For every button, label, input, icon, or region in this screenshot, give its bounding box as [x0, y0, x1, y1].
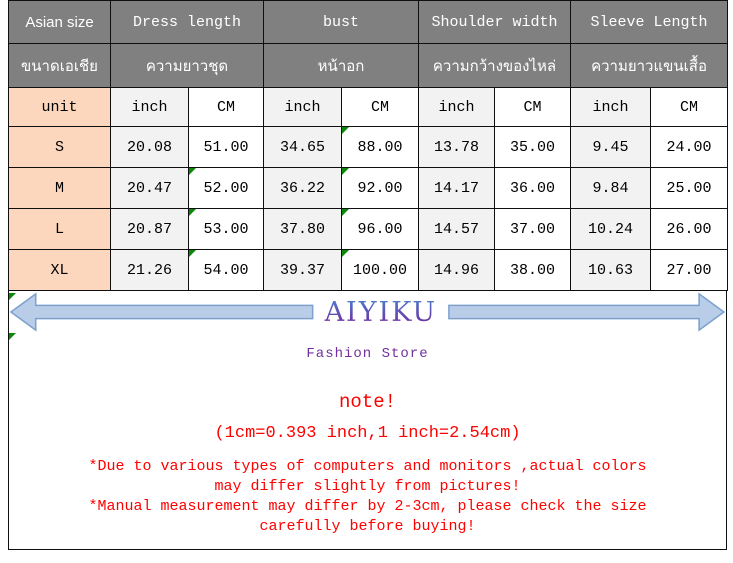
note-line: *Due to various types of computers and m…: [88, 458, 647, 475]
cell-m-shoulder-inch: 14.17: [418, 167, 496, 209]
table-row-s: S 20.08 51.00 34.65 88.00 13.78 35.00 9.…: [8, 126, 729, 168]
cell-m-sleeve-cm: 25.00: [650, 167, 729, 209]
header-thai-shoulder-width: ความกว้างของไหล่: [418, 43, 572, 88]
note-line: *Manual measurement may differ by 2-3cm,…: [88, 498, 647, 515]
unit-dress-inch: inch: [110, 87, 189, 127]
cell-l-bust-cm: 96.00: [340, 208, 420, 250]
cell-xl-sleeve-inch: 10.63: [570, 249, 652, 291]
error-indicator-triangle: [9, 293, 16, 300]
header-row-thai: ขนาดเอเชีย ความยาวชุด หน้าอก ความกว้างขอ…: [8, 43, 729, 88]
cell-xl-dress-cm: 54.00: [188, 249, 264, 291]
cell-xl-shoulder-cm: 38.00: [494, 249, 572, 291]
header-dress-length: Dress length: [110, 0, 264, 44]
size-chart-page: Asian size Dress length bust Shoulder wi…: [8, 0, 729, 550]
left-arrow-icon: [9, 291, 315, 333]
cell-m-shoulder-cm: 36.00: [494, 167, 572, 209]
cell-l-sleeve-cm: 26.00: [650, 208, 729, 250]
cell-l-sleeve-inch: 10.24: [570, 208, 652, 250]
cell-xl-sleeve-cm: 27.00: [650, 249, 729, 291]
right-arrow-icon: [447, 291, 726, 333]
note-line: carefully before buying!: [259, 518, 476, 535]
header-thai-sleeve-length: ความยาวแขนเสื้อ: [570, 43, 729, 88]
size-chart-table: Asian size Dress length bust Shoulder wi…: [8, 0, 729, 291]
cell-s-sleeve-cm: 24.00: [650, 126, 729, 168]
header-sleeve-length: Sleeve Length: [570, 0, 729, 44]
unit-row: unit inch CM inch CM inch CM inch CM: [8, 87, 729, 127]
table-row-xl: XL 21.26 54.00 39.37 100.00 14.96 38.00 …: [8, 249, 729, 291]
notes-panel: AIYIKU Fashion Store note! (1cm=0.393 in…: [8, 291, 727, 550]
size-label-xl: XL: [8, 249, 111, 291]
unit-bust-inch: inch: [263, 87, 342, 127]
brand-name: AIYIKU: [315, 297, 448, 328]
size-label-s: S: [8, 126, 111, 168]
table-row-m: M 20.47 52.00 36.22 92.00 14.17 36.00 9.…: [8, 167, 729, 209]
header-thai-dress-length: ความยาวชุด: [110, 43, 264, 88]
cell-s-bust-inch: 34.65: [263, 126, 342, 168]
header-thai-asian-size: ขนาดเอเชีย: [8, 43, 111, 88]
cell-m-dress-inch: 20.47: [110, 167, 189, 209]
note-line: may differ slightly from pictures!: [214, 478, 521, 495]
cell-m-sleeve-inch: 9.84: [570, 167, 652, 209]
cell-m-bust-inch: 36.22: [263, 167, 342, 209]
cell-xl-shoulder-inch: 14.96: [418, 249, 496, 291]
table-row-l: L 20.87 53.00 37.80 96.00 14.57 37.00 10…: [8, 208, 729, 250]
note-text: *Due to various types of computers and m…: [9, 457, 726, 537]
size-label-l: L: [8, 208, 111, 250]
unit-shoulder-inch: inch: [418, 87, 496, 127]
cell-s-dress-cm: 51.00: [188, 126, 264, 168]
cell-l-dress-cm: 53.00: [188, 208, 264, 250]
cell-xl-dress-inch: 21.26: [110, 249, 189, 291]
header-bust: bust: [262, 0, 420, 44]
unit-label: unit: [8, 87, 111, 127]
cell-m-bust-cm: 92.00: [340, 167, 420, 209]
brand-subtitle: Fashion Store: [306, 346, 429, 362]
brand-banner: AIYIKU: [9, 291, 726, 333]
cell-s-dress-inch: 20.08: [110, 126, 189, 168]
unit-shoulder-cm: CM: [494, 87, 572, 127]
cell-s-sleeve-inch: 9.45: [570, 126, 652, 168]
unit-conversion-note: (1cm=0.393 inch,1 inch=2.54cm): [214, 424, 521, 443]
cell-l-bust-inch: 37.80: [263, 208, 342, 250]
cell-xl-bust-cm: 100.00: [340, 249, 420, 291]
header-thai-bust: หน้าอก: [262, 43, 420, 88]
cell-s-bust-cm: 88.00: [340, 126, 420, 168]
unit-sleeve-cm: CM: [650, 87, 729, 127]
header-asian-size: Asian size: [8, 0, 111, 44]
cell-s-shoulder-cm: 35.00: [494, 126, 572, 168]
cell-m-dress-cm: 52.00: [188, 167, 264, 209]
cell-xl-bust-inch: 39.37: [263, 249, 342, 291]
cell-s-shoulder-inch: 13.78: [418, 126, 496, 168]
size-label-m: M: [8, 167, 111, 209]
unit-dress-cm: CM: [188, 87, 264, 127]
unit-sleeve-inch: inch: [570, 87, 652, 127]
error-indicator-triangle: [9, 333, 16, 340]
note-title: note!: [338, 391, 396, 413]
header-row-english: Asian size Dress length bust Shoulder wi…: [8, 0, 729, 44]
cell-l-shoulder-cm: 37.00: [494, 208, 572, 250]
cell-l-shoulder-inch: 14.57: [418, 208, 496, 250]
cell-l-dress-inch: 20.87: [110, 208, 189, 250]
header-shoulder-width: Shoulder width: [418, 0, 572, 44]
unit-bust-cm: CM: [340, 87, 420, 127]
